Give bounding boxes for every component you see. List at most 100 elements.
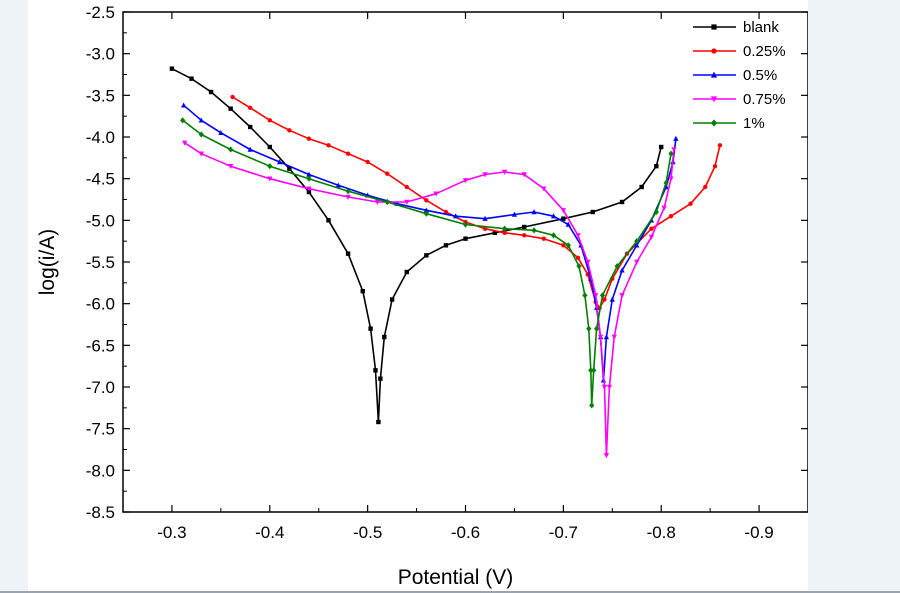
- data-point: [588, 367, 594, 374]
- data-point: [208, 89, 214, 95]
- series-line: [184, 142, 675, 457]
- data-point: [181, 102, 187, 108]
- data-point: [599, 292, 606, 299]
- data-point: [345, 194, 351, 200]
- polarization-chart: -0.3 -0.4 -0.5 -0.6 -0.7 -0.8 -0.9 -2.5 -3.0 -3.5…: [36, 3, 808, 589]
- data-point: [365, 159, 370, 165]
- data-point: [423, 207, 429, 213]
- data-point: [576, 263, 582, 270]
- data-point: [404, 269, 409, 275]
- data-point: [606, 384, 612, 390]
- data-point: [443, 243, 449, 248]
- data-point: [661, 205, 667, 211]
- x-tick-label: -0.9: [744, 523, 773, 542]
- legend-label: 0.75%: [743, 91, 786, 108]
- data-point: [306, 136, 312, 141]
- data-point: [531, 209, 537, 215]
- data-point: [541, 236, 546, 241]
- data-point: [688, 201, 693, 206]
- data-point: [593, 325, 600, 332]
- data-point: [619, 293, 625, 299]
- data-point: [609, 296, 615, 302]
- data-point: [712, 163, 718, 169]
- x-tick-label: -0.7: [549, 523, 578, 542]
- data-point: [228, 146, 234, 153]
- series-layer: [169, 66, 723, 459]
- data-point: [541, 186, 547, 192]
- data-point: [639, 184, 644, 190]
- data-point: [248, 105, 253, 111]
- y-tick-label: -5.5: [86, 253, 115, 272]
- data-point: [659, 144, 664, 150]
- data-point: [423, 210, 429, 217]
- data-point: [306, 189, 312, 195]
- data-point: [404, 184, 409, 190]
- data-point: [653, 208, 659, 216]
- data-point: [522, 224, 527, 230]
- data-point: [228, 163, 234, 170]
- data-point: [565, 221, 571, 227]
- data-point: [717, 143, 723, 148]
- data-point: [565, 242, 571, 249]
- data-point: [378, 376, 383, 381]
- data-point: [376, 419, 381, 425]
- data-point: [198, 131, 204, 138]
- series-line: [171, 67, 662, 423]
- y-tick-label: -8.5: [86, 503, 115, 522]
- data-point: [306, 171, 312, 177]
- data-point: [384, 198, 390, 206]
- data-point: [593, 293, 599, 299]
- data-point: [276, 159, 283, 165]
- chart-figure: -0.3 -0.4 -0.5 -0.6 -0.7 -0.8 -0.9 -2.5 -3.0 -3.5…: [28, 0, 808, 593]
- x-tick-label: -0.8: [647, 523, 676, 542]
- data-point: [198, 151, 204, 157]
- data-point: [228, 106, 233, 111]
- data-point: [360, 288, 365, 294]
- axes-layer: -0.3 -0.4 -0.5 -0.6 -0.7 -0.8 -0.9 -2.5 -3.0 -3.5…: [36, 3, 808, 589]
- series-1: [230, 94, 723, 311]
- x-tick-label: -0.5: [353, 523, 382, 542]
- y-tick-label: -7.5: [86, 420, 115, 439]
- legend-marker: [711, 24, 717, 30]
- data-point: [482, 215, 488, 221]
- data-point: [619, 267, 625, 273]
- data-point: [589, 402, 595, 409]
- data-point: [345, 188, 351, 195]
- data-point: [502, 230, 507, 236]
- data-point: [634, 242, 640, 248]
- data-point: [482, 172, 488, 178]
- data-point: [591, 367, 597, 374]
- data-point: [703, 184, 708, 190]
- data-point: [189, 76, 194, 81]
- data-point: [374, 199, 381, 205]
- data-point: [668, 213, 674, 219]
- data-point: [602, 297, 607, 302]
- data-point: [368, 326, 373, 331]
- series-2: [181, 102, 679, 383]
- data-point: [582, 292, 588, 299]
- data-point: [404, 199, 410, 205]
- data-point: [585, 259, 591, 265]
- data-point: [601, 384, 608, 390]
- data-point: [634, 259, 640, 265]
- data-point: [502, 169, 508, 175]
- legend-label: 1%: [743, 115, 765, 132]
- data-point: [502, 225, 508, 232]
- data-point: [345, 151, 351, 156]
- data-point: [218, 129, 224, 136]
- series-line: [232, 96, 721, 309]
- data-point: [482, 226, 488, 231]
- data-point: [663, 179, 669, 186]
- data-point: [511, 211, 518, 217]
- data-point: [373, 368, 378, 373]
- data-point: [668, 150, 674, 157]
- bottom-border: [0, 591, 900, 593]
- data-point: [287, 128, 292, 133]
- data-point: [433, 191, 439, 197]
- y-tick-label: -3.5: [86, 86, 115, 105]
- data-point: [306, 175, 312, 182]
- data-point: [619, 199, 625, 205]
- data-point: [654, 163, 659, 169]
- data-point: [522, 233, 527, 238]
- data-point: [198, 117, 204, 123]
